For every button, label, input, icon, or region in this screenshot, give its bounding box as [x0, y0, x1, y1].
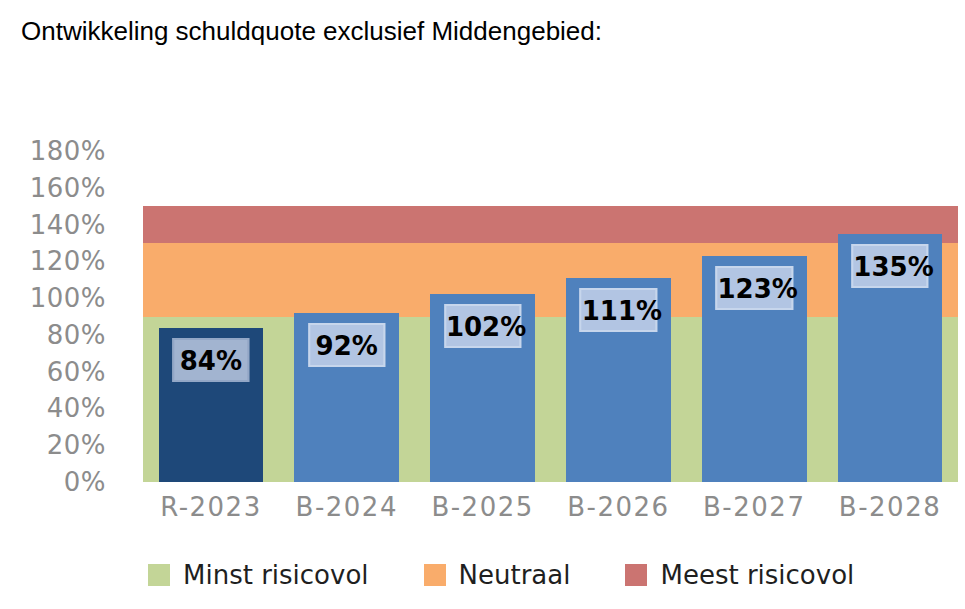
legend-item-neutraal: Neutraal	[424, 560, 571, 590]
x-tick-b-2025: B-2025	[415, 492, 551, 522]
legend-item-meest-risicovol: Meest risicovol	[625, 560, 854, 590]
plot-area: 84% 92% 102% 111% 123%	[143, 151, 958, 482]
bar-slot: 92%	[279, 151, 415, 482]
bar-value-label-b-2025: 102%	[444, 304, 521, 348]
bar-b-2026: 111%	[566, 278, 671, 482]
bar-slot: 84%	[143, 151, 279, 482]
chart-title: Ontwikkeling schuldquote exclusief Midde…	[21, 16, 602, 47]
bar-slot: 102%	[415, 151, 551, 482]
bar-value-label-r-2023: 84%	[172, 338, 249, 382]
legend-label-neutraal: Neutraal	[459, 560, 571, 590]
bar-value-label-b-2024: 92%	[308, 323, 385, 367]
x-tick-r-2023: R-2023	[143, 492, 279, 522]
bar-b-2027: 123%	[702, 256, 807, 482]
y-tick-160: 160%	[30, 172, 106, 204]
legend-swatch-orange	[424, 564, 446, 586]
bar-value-label-b-2028: 135%	[851, 244, 928, 288]
bar-b-2025: 102%	[430, 294, 535, 482]
bar-b-2024: 92%	[294, 313, 399, 482]
y-tick-180: 180%	[30, 135, 106, 167]
x-axis: R-2023 B-2024 B-2025 B-2026 B-2027 B-202…	[143, 492, 958, 522]
bar-r-2023: 84%	[159, 328, 264, 482]
bar-slot: 123%	[686, 151, 822, 482]
y-axis: 180% 160% 140% 120% 100% 80% 60% 40% 20%…	[0, 151, 106, 482]
bar-b-2028: 135%	[838, 234, 943, 482]
bar-slot: 135%	[822, 151, 958, 482]
legend-item-minst-risicovol: Minst risicovol	[148, 560, 369, 590]
legend-label-minst-risicovol: Minst risicovol	[183, 560, 369, 590]
bar-value-label-b-2026: 111%	[580, 288, 657, 332]
y-tick-40: 40%	[47, 392, 106, 424]
bar-value-label-b-2027: 123%	[716, 266, 793, 310]
y-tick-20: 20%	[47, 429, 106, 461]
legend-swatch-green	[148, 564, 170, 586]
x-tick-b-2026: B-2026	[550, 492, 686, 522]
legend-swatch-red	[625, 564, 647, 586]
y-tick-60: 60%	[47, 356, 106, 388]
x-tick-b-2027: B-2027	[686, 492, 822, 522]
x-tick-b-2028: B-2028	[822, 492, 958, 522]
legend-label-meest-risicovol: Meest risicovol	[660, 560, 854, 590]
y-tick-80: 80%	[47, 319, 106, 351]
bars-row: 84% 92% 102% 111% 123%	[143, 151, 958, 482]
x-tick-b-2024: B-2024	[279, 492, 415, 522]
y-tick-120: 120%	[30, 245, 106, 277]
y-tick-0: 0%	[64, 466, 106, 498]
y-tick-100: 100%	[30, 282, 106, 314]
y-tick-140: 140%	[30, 209, 106, 241]
page: Ontwikkeling schuldquote exclusief Midde…	[0, 0, 965, 609]
bar-slot: 111%	[550, 151, 686, 482]
legend: Minst risicovol Neutraal Meest risicovol	[148, 560, 854, 590]
